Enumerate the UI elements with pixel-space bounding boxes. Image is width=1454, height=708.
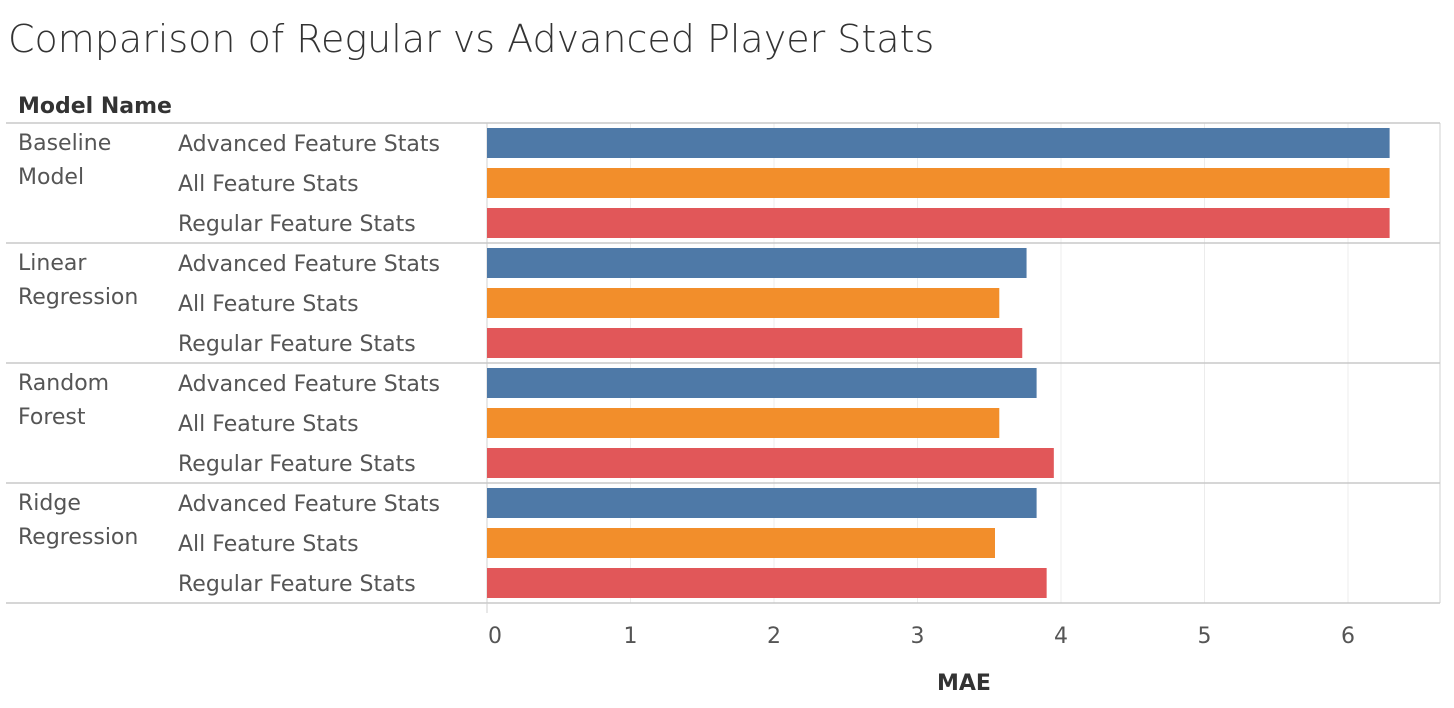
series-row-label: Regular Feature Stats (178, 452, 416, 477)
series-row-label: Advanced Feature Stats (178, 252, 440, 277)
bar (487, 528, 995, 558)
bars (487, 128, 1390, 598)
x-tick-label: 1 (624, 624, 638, 649)
series-row-label: Advanced Feature Stats (178, 132, 440, 157)
row-labels: Baseline Model Advanced Feature Stats All F… (18, 131, 440, 597)
x-tick-label: 6 (1341, 624, 1355, 649)
bar (487, 448, 1054, 478)
series-row-label: Regular Feature Stats (178, 212, 416, 237)
series-row-label: All Feature Stats (178, 172, 359, 197)
group-label-line: Forest (18, 405, 86, 430)
group-label-line: Model (18, 165, 84, 190)
bar (487, 168, 1390, 198)
group-label: Random Forest (18, 371, 109, 430)
group-label-line: Random (18, 371, 109, 396)
series-row-label: Advanced Feature Stats (178, 492, 440, 517)
x-axis: 0 1 2 3 4 5 6 (486, 603, 1355, 649)
x-tick-label: 2 (767, 624, 781, 649)
series-row-label: All Feature Stats (178, 532, 359, 557)
series-row-label: All Feature Stats (178, 292, 359, 317)
series-row-label: Advanced Feature Stats (178, 372, 440, 397)
row-header: Model Name (18, 94, 172, 119)
group-label-line: Regression (18, 525, 138, 550)
x-tick-label: 3 (911, 624, 925, 649)
series-row-label: All Feature Stats (178, 412, 359, 437)
group-label-line: Regression (18, 285, 138, 310)
bar (487, 568, 1047, 598)
bar (487, 328, 1023, 358)
x-tick-label: 5 (1198, 624, 1212, 649)
group-label-line: Baseline (18, 131, 111, 156)
chart-title: Comparison of Regular vs Advanced Player… (8, 17, 934, 61)
bar (487, 128, 1390, 158)
x-tick-label: 4 (1054, 624, 1068, 649)
bar (487, 408, 1000, 438)
bar (487, 208, 1390, 238)
bar (487, 248, 1027, 278)
x-axis-label: MAE (937, 671, 991, 696)
bar (487, 488, 1037, 518)
group-label: Baseline Model (18, 131, 111, 190)
bar (487, 288, 1000, 318)
gridlines (6, 122, 1441, 604)
group-label-line: Linear (18, 251, 87, 276)
series-row-label: Regular Feature Stats (178, 572, 416, 597)
bar (487, 368, 1037, 398)
x-tick-label: 0 (488, 624, 502, 649)
group-label: Linear Regression (18, 251, 138, 310)
group-label-line: Ridge (18, 491, 81, 516)
group-label: Ridge Regression (18, 491, 138, 550)
series-row-label: Regular Feature Stats (178, 332, 416, 357)
